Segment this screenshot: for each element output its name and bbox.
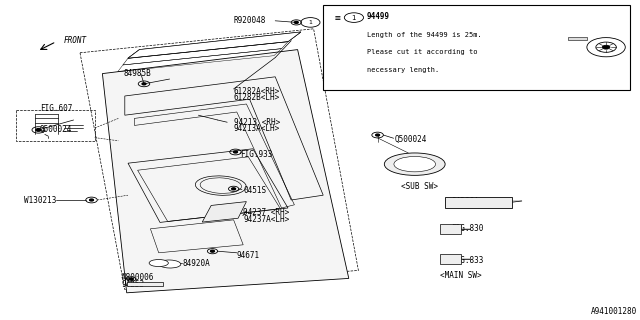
Text: 94499: 94499 <box>367 12 390 21</box>
Circle shape <box>211 250 214 252</box>
Text: FIG.607: FIG.607 <box>40 104 72 113</box>
Circle shape <box>602 45 610 49</box>
Text: 1: 1 <box>351 15 356 20</box>
Polygon shape <box>102 50 349 293</box>
Text: 1: 1 <box>308 20 312 25</box>
Polygon shape <box>445 197 512 208</box>
Polygon shape <box>440 224 461 234</box>
Ellipse shape <box>394 156 436 172</box>
Text: 84985B: 84985B <box>124 69 152 78</box>
Text: 94671: 94671 <box>237 252 260 260</box>
Polygon shape <box>440 254 461 264</box>
Ellipse shape <box>159 260 180 268</box>
Text: ≡: ≡ <box>334 12 340 23</box>
Text: Length of the 94499 is 25m.: Length of the 94499 is 25m. <box>367 32 481 37</box>
Text: 94266B: 94266B <box>413 159 440 168</box>
Circle shape <box>142 83 146 85</box>
Text: 84920A: 84920A <box>182 260 210 268</box>
Text: <SUB SW>: <SUB SW> <box>401 182 438 191</box>
Circle shape <box>294 21 298 23</box>
Text: Please cut it according to: Please cut it according to <box>367 49 477 55</box>
Text: <MAIN SW>: <MAIN SW> <box>440 271 482 280</box>
Text: FIG.833: FIG.833 <box>451 256 484 265</box>
Text: 94266A: 94266A <box>451 197 479 206</box>
Text: 94253: 94253 <box>122 280 145 289</box>
Text: Q500024: Q500024 <box>40 125 72 134</box>
Text: 94237A<LH>: 94237A<LH> <box>243 215 289 224</box>
Text: 61282A<RH>: 61282A<RH> <box>234 87 280 96</box>
Text: FRONT: FRONT <box>64 36 87 44</box>
Text: necessary length.: necessary length. <box>367 67 439 73</box>
Text: R920048: R920048 <box>233 16 266 25</box>
Text: 61282B<LH>: 61282B<LH> <box>234 93 280 102</box>
Text: 0451S: 0451S <box>243 186 266 195</box>
Circle shape <box>234 151 237 153</box>
Polygon shape <box>127 282 163 286</box>
Polygon shape <box>202 202 246 222</box>
Ellipse shape <box>385 153 445 175</box>
Circle shape <box>36 129 41 131</box>
Text: FIG.830: FIG.830 <box>451 224 484 233</box>
Text: Q500024: Q500024 <box>395 135 428 144</box>
Circle shape <box>376 134 380 136</box>
Text: A941001280: A941001280 <box>591 308 637 316</box>
Text: 94237 <RH>: 94237 <RH> <box>243 208 289 217</box>
Circle shape <box>90 199 93 201</box>
Bar <box>323 5 630 90</box>
Polygon shape <box>128 32 301 58</box>
Text: N800006: N800006 <box>122 273 154 282</box>
Text: 94213 <RH>: 94213 <RH> <box>234 118 280 127</box>
Circle shape <box>232 188 236 190</box>
Text: FIG.933: FIG.933 <box>240 150 273 159</box>
Polygon shape <box>568 37 587 40</box>
Ellipse shape <box>149 260 168 267</box>
Circle shape <box>129 278 133 280</box>
Text: 94213A<LH>: 94213A<LH> <box>234 124 280 133</box>
Text: W130213: W130213 <box>24 196 56 204</box>
